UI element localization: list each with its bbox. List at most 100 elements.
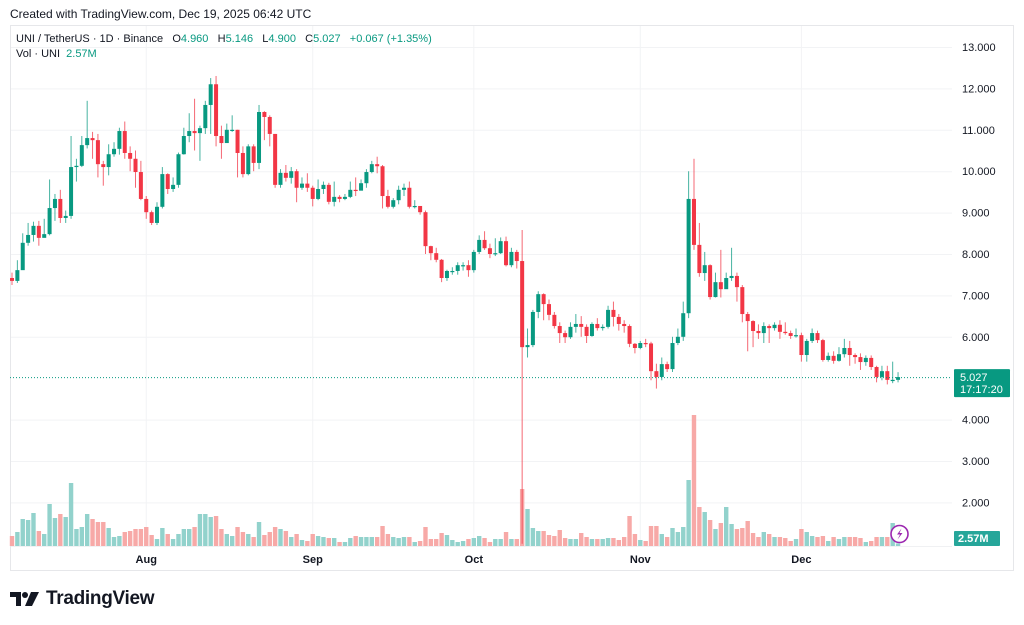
candle-body — [369, 164, 374, 173]
candles — [10, 75, 901, 544]
candle-body — [799, 335, 804, 356]
volume-bar — [498, 539, 503, 546]
candle-body — [858, 357, 863, 363]
volume-bar — [777, 537, 783, 546]
candle-body — [514, 251, 519, 262]
volume-bar — [460, 541, 466, 546]
candle-body — [187, 131, 192, 137]
candle-body — [42, 234, 47, 238]
candle-body — [289, 171, 294, 178]
volume-bar — [203, 514, 208, 546]
lightning-icon[interactable] — [890, 524, 909, 544]
candle-body — [418, 205, 423, 213]
candle-body — [240, 152, 245, 175]
volume-bar — [815, 537, 820, 546]
candle-body — [375, 164, 380, 167]
candle-body — [165, 174, 170, 190]
candle-body — [509, 251, 514, 266]
candle-body — [235, 129, 240, 153]
candle-body — [321, 184, 326, 190]
volume-bar — [761, 532, 766, 546]
close-value: 5.027 — [313, 33, 341, 45]
candle-body — [783, 331, 788, 334]
current-price-label: 5.027 17:17:20 — [954, 369, 1010, 398]
candle-body — [471, 251, 476, 271]
candle-body — [563, 333, 568, 338]
candle-body — [101, 164, 106, 168]
candle-body — [777, 324, 782, 332]
candle-body — [627, 326, 632, 344]
candle-body — [853, 355, 858, 358]
volume-bar — [600, 539, 605, 546]
volume-bar — [176, 534, 181, 546]
open-value: 4.960 — [180, 33, 209, 45]
volume-bar — [106, 528, 111, 546]
volume-bar — [417, 541, 423, 546]
volume-bar — [74, 529, 79, 546]
chart-frame[interactable] — [10, 25, 1014, 571]
volume-bar — [192, 527, 197, 546]
volume-bar — [439, 533, 444, 546]
candle-body — [482, 239, 487, 249]
volume-bar — [369, 537, 374, 546]
candle-body — [573, 323, 578, 327]
chart-legend: UNI / TetherUS · 1D · Binance O4.960 H5.… — [16, 32, 432, 62]
candle-body — [632, 343, 637, 348]
candle-body — [595, 323, 600, 329]
volume-bar — [229, 536, 235, 546]
volume-bar — [149, 535, 154, 546]
candle-body — [439, 259, 444, 279]
candle-body — [557, 326, 562, 334]
candle-body — [10, 278, 14, 281]
candle-body — [69, 167, 74, 216]
volume-bar — [20, 519, 25, 546]
candle-body — [106, 154, 111, 168]
volume-bar — [31, 513, 36, 546]
volume-bar — [493, 539, 498, 546]
volume-bar — [718, 523, 724, 546]
candle-body — [697, 244, 702, 274]
volume-bar — [380, 526, 385, 546]
candle-body — [589, 323, 594, 336]
volume-bar — [847, 537, 852, 546]
tradingview-logo[interactable]: TradingView — [10, 588, 155, 610]
candle-body — [74, 165, 79, 168]
volume-bar — [836, 539, 842, 546]
volume-bar — [219, 529, 224, 546]
candle-body — [665, 364, 670, 370]
candle-body — [305, 183, 310, 188]
volume-bar — [707, 520, 713, 546]
symbol-title[interactable]: UNI / TetherUS · 1D · Binance — [16, 33, 164, 45]
low-label: L — [262, 33, 269, 45]
tradingview-logo-icon — [10, 592, 39, 606]
volume-bar — [47, 504, 52, 546]
candle-body — [160, 174, 165, 207]
volume-bar — [412, 542, 417, 546]
volume-bar — [111, 537, 117, 546]
volume-bar — [820, 536, 826, 546]
candle-body — [450, 270, 455, 273]
volume-bar — [133, 529, 138, 546]
volume-bar — [595, 539, 600, 546]
candle-body — [219, 136, 224, 144]
volume-bar — [256, 522, 262, 546]
volume-bar — [160, 528, 165, 546]
volume-label[interactable]: Vol · UNI — [16, 48, 61, 60]
volume-bar — [396, 538, 401, 546]
volume-bar — [863, 542, 869, 546]
candle-body — [600, 326, 605, 329]
candle-body — [525, 345, 530, 348]
candle-body — [659, 364, 664, 377]
volume-bar — [181, 529, 187, 546]
volume-bar — [68, 483, 74, 546]
volume-bar — [734, 529, 740, 546]
legend-ohlc-row: UNI / TetherUS · 1D · Binance O4.960 H5.… — [16, 32, 432, 47]
volume-bar — [670, 528, 675, 546]
grid-lines — [11, 26, 952, 546]
candle-body — [385, 196, 390, 207]
candle-body — [246, 146, 251, 175]
candle-body — [444, 270, 449, 279]
volume-bar — [444, 535, 450, 546]
candle-body — [654, 371, 659, 377]
